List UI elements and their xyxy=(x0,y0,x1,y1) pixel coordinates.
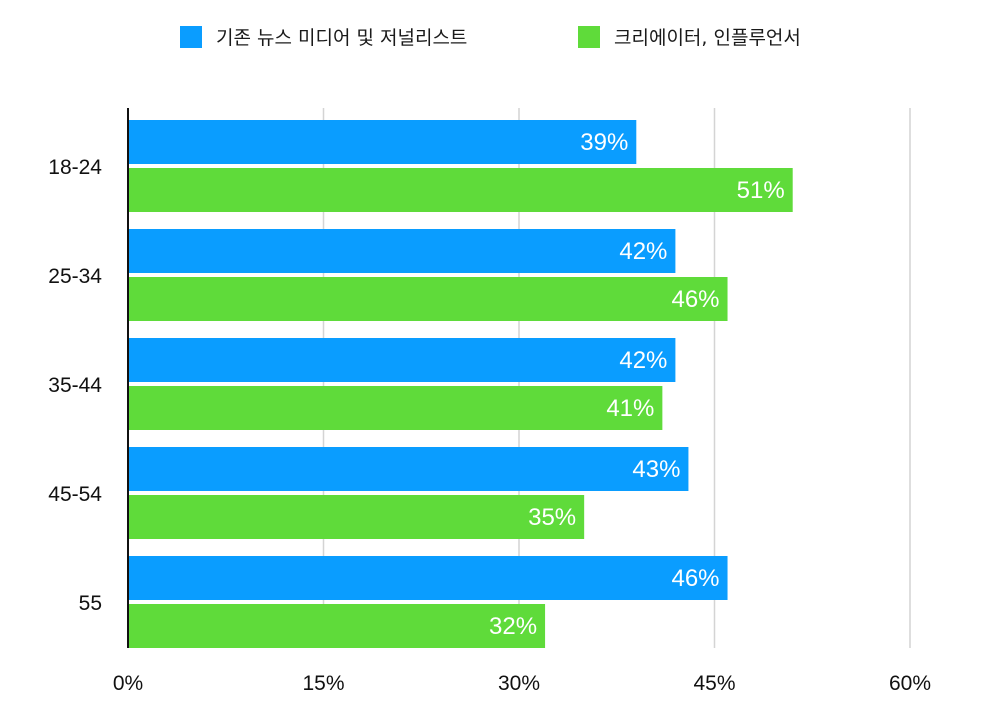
y-category-label: 55 xyxy=(79,592,102,615)
bars: 39%51%42%46%42%41%43%35%46%32% xyxy=(128,120,793,648)
x-tick-label: 15% xyxy=(302,672,344,695)
bar-35-44-series-2 xyxy=(128,386,663,430)
x-tick-label: 0% xyxy=(113,672,143,695)
bar-45-54-series-1 xyxy=(128,447,689,491)
y-category-label: 18-24 xyxy=(48,156,102,179)
axes: 0% 15% 30% 45% 60% 18-24 25-34 35-44 45-54 55 xyxy=(48,108,931,695)
data-label: 46% xyxy=(671,286,719,313)
legend: 기존 뉴스 미디어 및 저널리스트 크리에이터, 인플루언서 xyxy=(180,26,801,49)
data-label: 35% xyxy=(528,504,576,531)
bar-55-series-2 xyxy=(128,604,546,648)
bar-35-44-series-1 xyxy=(128,338,676,382)
bar-25-34-series-1 xyxy=(128,229,676,273)
data-label: 43% xyxy=(632,456,680,483)
bar-18-24-series-2 xyxy=(128,168,793,212)
x-tick-label: 60% xyxy=(889,672,931,695)
data-label: 51% xyxy=(737,177,785,204)
legend-label-1: 기존 뉴스 미디어 및 저널리스트 xyxy=(216,27,467,49)
bar-18-24-series-1 xyxy=(128,120,637,164)
y-category-label: 25-34 xyxy=(48,265,102,288)
data-label: 42% xyxy=(619,347,667,374)
x-tick-label: 30% xyxy=(498,672,540,695)
legend-swatch-2 xyxy=(578,26,600,48)
y-category-label: 45-54 xyxy=(48,483,102,506)
legend-swatch-1 xyxy=(180,26,202,48)
data-label: 46% xyxy=(671,565,719,592)
data-label: 39% xyxy=(580,129,628,156)
data-label: 41% xyxy=(606,395,654,422)
data-label: 42% xyxy=(619,238,667,265)
legend-label-2: 크리에이터, 인플루언서 xyxy=(614,27,801,49)
data-label: 32% xyxy=(489,613,537,640)
bar-45-54-series-2 xyxy=(128,495,585,539)
y-category-label: 35-44 xyxy=(48,374,102,397)
bar-55-series-1 xyxy=(128,556,728,600)
bar-25-34-series-2 xyxy=(128,277,728,321)
x-tick-label: 45% xyxy=(693,672,735,695)
